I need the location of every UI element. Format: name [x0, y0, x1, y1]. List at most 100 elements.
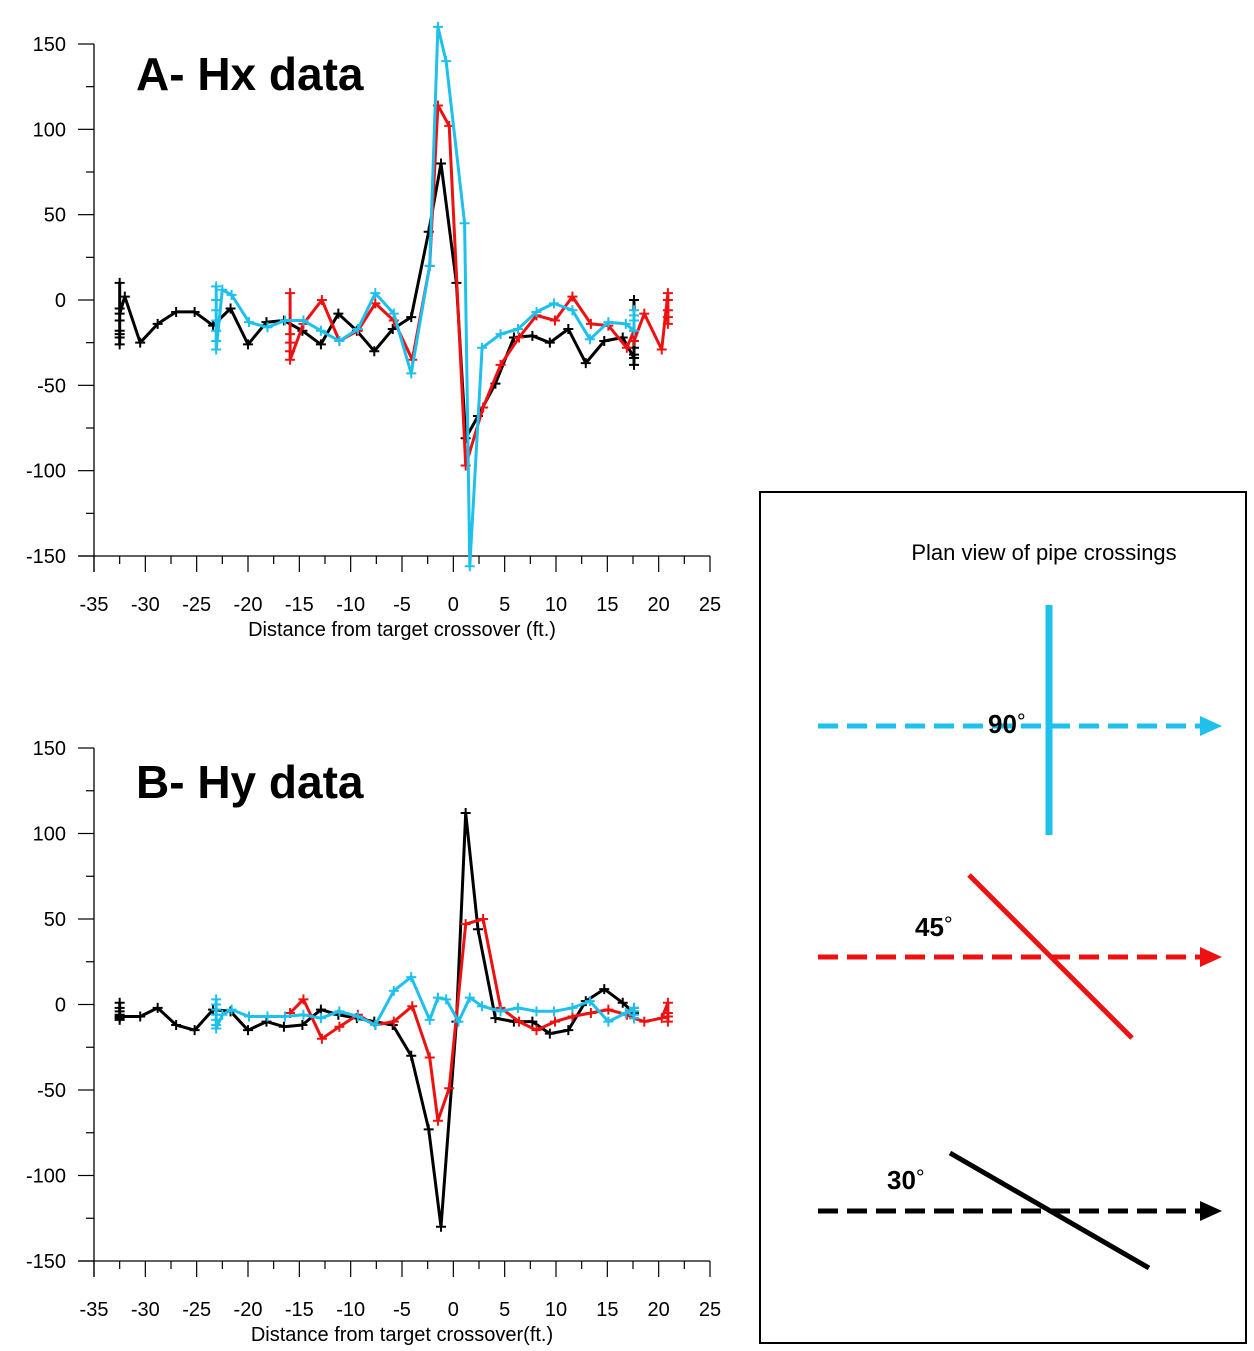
data-point [424, 1052, 435, 1063]
x-tick-label: -20 [234, 594, 263, 616]
data-point [152, 318, 163, 329]
data-point [333, 308, 344, 319]
data-point [603, 317, 614, 328]
data-point [629, 305, 640, 316]
data-point [243, 339, 253, 350]
data-point [629, 349, 640, 360]
data-point [211, 1023, 222, 1034]
data-point [544, 1028, 555, 1039]
data-point [114, 277, 125, 288]
data-point [334, 1006, 345, 1017]
data-point [114, 339, 125, 350]
data-point [444, 1083, 455, 1094]
data-point [441, 56, 452, 67]
data-point [472, 924, 483, 935]
data-point [656, 1013, 667, 1024]
data-point [513, 1002, 524, 1013]
data-point [243, 1025, 253, 1036]
x-tick-label: 25 [699, 594, 721, 616]
data-point [171, 306, 182, 317]
data-point [262, 1011, 273, 1022]
y-tick-label: -50 [37, 1080, 66, 1102]
data-point [585, 318, 596, 329]
data-point [531, 1006, 542, 1017]
data-point [285, 288, 296, 299]
data-point [432, 1115, 443, 1126]
data-point [548, 298, 559, 309]
data-point [244, 1011, 255, 1022]
data-point [527, 1016, 538, 1027]
data-point [527, 330, 538, 341]
series-line [118, 162, 636, 440]
data-point [629, 335, 640, 346]
data-point [135, 1011, 146, 1022]
data-point [432, 21, 443, 32]
data-point [135, 337, 146, 348]
data-point [603, 1004, 614, 1015]
data-point [114, 308, 125, 319]
data-point [114, 329, 125, 340]
y-tick-label: 100 [33, 119, 66, 141]
data-point [424, 260, 435, 271]
data-point [495, 1006, 506, 1017]
y-tick-label: -50 [37, 375, 66, 397]
data-point [387, 324, 398, 335]
data-point [298, 315, 309, 326]
angle-label-90: 90° [988, 709, 1026, 739]
data-point [662, 1016, 673, 1027]
data-point [244, 317, 255, 328]
y-tick-label: 150 [33, 34, 66, 56]
x-tick-label: -15 [285, 594, 314, 616]
data-point [119, 291, 130, 302]
x-tick-label: -25 [182, 1299, 211, 1321]
data-point [211, 315, 222, 326]
data-point [436, 158, 447, 169]
data-point [567, 291, 578, 302]
x-tick-label: -10 [336, 594, 365, 616]
data-point [211, 335, 222, 346]
legend-item-30: 30° [818, 1150, 1222, 1271]
data-point [584, 996, 595, 1007]
data-point [406, 312, 417, 323]
data-point [629, 359, 640, 370]
data-point [617, 997, 628, 1008]
data-point [424, 1014, 435, 1025]
x-tick-label: -35 [80, 594, 109, 616]
data-point [370, 1020, 381, 1031]
data-point [225, 303, 236, 314]
data-point [548, 1006, 559, 1017]
data-point [531, 1025, 542, 1036]
data-point [436, 1221, 447, 1232]
data-point [477, 342, 488, 353]
data-point [629, 1013, 640, 1024]
data-point [352, 1011, 363, 1022]
data-point [406, 1050, 417, 1061]
data-point [662, 318, 673, 329]
data-point [563, 1025, 574, 1036]
data-point [316, 1033, 327, 1044]
data-point [580, 358, 591, 369]
data-point [567, 1011, 578, 1022]
x-tick-label: 15 [596, 1299, 618, 1321]
data-point [315, 325, 326, 336]
x-tick-label: -30 [131, 594, 160, 616]
series-90-deg [211, 21, 640, 572]
data-point [464, 992, 475, 1003]
x-tick-label: 10 [545, 1299, 567, 1321]
y-tick-label: -100 [26, 461, 66, 483]
data-point [621, 342, 632, 353]
x-axis-title: Distance from target crossover(ft.) [251, 1324, 553, 1346]
x-tick-label: 15 [596, 594, 618, 616]
arrowhead-45 [1200, 947, 1222, 967]
x-tick-label: 0 [448, 1299, 459, 1321]
legend-title: Plan view of pipe crossings [911, 540, 1176, 565]
data-point [460, 919, 471, 930]
data-point [567, 305, 578, 316]
x-tick-label: 5 [499, 1299, 510, 1321]
y-tick-label: -150 [26, 1251, 66, 1273]
x-tick-label: -20 [234, 1299, 263, 1321]
panel-title-hx: A- Hx data [136, 48, 364, 100]
